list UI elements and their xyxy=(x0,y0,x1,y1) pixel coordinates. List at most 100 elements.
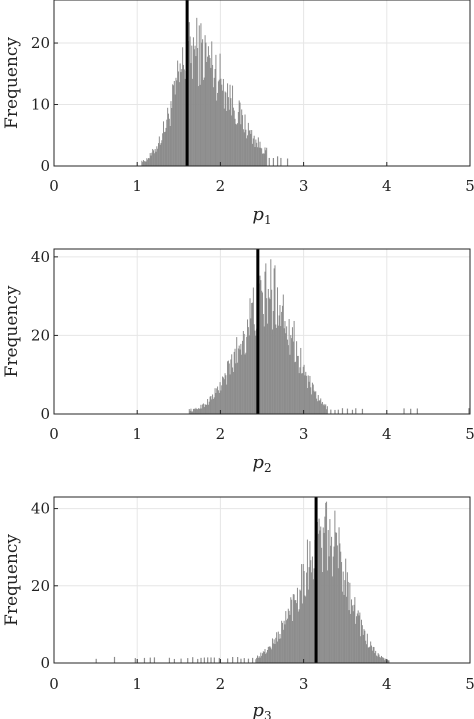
histogram-tail-bar xyxy=(149,657,151,663)
histogram-bar xyxy=(228,363,230,414)
histogram-bar xyxy=(153,153,155,166)
histogram-tail-bar xyxy=(113,656,116,663)
histogram-bar xyxy=(259,275,261,414)
histogram-bar xyxy=(242,331,244,414)
histogram-bar xyxy=(218,79,220,166)
histogram-bar xyxy=(243,333,245,414)
histogram-bar xyxy=(252,143,254,166)
histogram-bar xyxy=(219,382,221,414)
histogram-bar xyxy=(296,587,298,663)
histogram-bar xyxy=(271,289,273,414)
histogram-bar xyxy=(238,100,240,166)
histogram-bar xyxy=(194,409,196,414)
histogram-bar xyxy=(236,337,238,414)
histogram-bar xyxy=(199,84,201,166)
histogram-bar xyxy=(252,287,254,414)
histogram-bar xyxy=(294,362,296,414)
histogram-bar xyxy=(281,311,283,414)
histogram-bar xyxy=(276,287,278,414)
histogram-bar xyxy=(372,646,374,663)
histogram-bar xyxy=(360,636,362,663)
histogram-tail-bar xyxy=(330,409,332,414)
histogram-bar xyxy=(326,406,328,414)
histogram-bar xyxy=(156,146,158,166)
histogram-bar xyxy=(257,655,259,663)
histogram-bar xyxy=(287,608,289,663)
histogram-bar xyxy=(295,361,297,414)
histogram-bar xyxy=(366,644,367,663)
histogram-bar xyxy=(370,641,372,663)
histogram-bar xyxy=(380,655,382,663)
histogram-bar xyxy=(355,623,357,663)
histogram-bar xyxy=(321,547,323,663)
histogram-bar xyxy=(195,56,197,166)
histogram-tail-bar xyxy=(240,658,242,663)
histogram-bar xyxy=(241,109,243,166)
histogram-bar xyxy=(333,546,335,663)
histogram-bar xyxy=(280,638,282,663)
histogram-bar xyxy=(256,657,258,663)
histogram-bar xyxy=(254,330,256,414)
histogram-bar xyxy=(358,615,360,663)
histogram-bar xyxy=(181,69,183,166)
histogram-bar xyxy=(199,408,201,414)
histogram-bar xyxy=(309,375,311,414)
histogram-bar xyxy=(231,115,233,166)
histogram-bar xyxy=(351,605,353,663)
histogram-bar xyxy=(317,395,319,414)
histogram-bar xyxy=(311,394,313,414)
histogram-bar xyxy=(308,381,310,414)
histogram-bar xyxy=(222,377,224,414)
histogram-bar xyxy=(229,374,231,414)
histogram-bar xyxy=(212,394,214,414)
histogram-bar xyxy=(374,653,376,663)
histogram-bar xyxy=(345,558,347,663)
histogram-bar xyxy=(177,71,179,166)
histogram-bar xyxy=(257,657,259,663)
histogram-bar xyxy=(223,379,225,414)
histogram-bar xyxy=(314,392,316,414)
histogram-bar xyxy=(219,53,221,166)
histogram-bar xyxy=(227,83,229,166)
histogram-bar xyxy=(308,567,310,663)
histogram-bar xyxy=(249,130,251,166)
histogram-bar xyxy=(346,596,348,663)
histogram-bar xyxy=(305,371,307,414)
x-tick-label: 2 xyxy=(216,177,226,195)
histogram-bar xyxy=(210,396,212,414)
histogram-bar xyxy=(222,78,224,166)
histogram-bar xyxy=(382,657,384,663)
histogram-bar xyxy=(265,653,267,663)
histogram-bar xyxy=(291,327,293,414)
histogram-bar xyxy=(233,110,235,166)
histogram-bar xyxy=(301,373,303,414)
histogram-bar xyxy=(195,407,197,414)
histogram-bar xyxy=(377,653,379,663)
histogram-bar xyxy=(367,647,369,663)
histogram-bar xyxy=(262,292,263,414)
histogram-bar xyxy=(276,641,278,663)
histogram-bar xyxy=(259,657,261,663)
histogram-bar xyxy=(388,660,390,663)
histogram-bar xyxy=(270,647,272,663)
histogram-bar xyxy=(274,265,276,414)
histogram-bar xyxy=(299,367,301,414)
histogram-bar xyxy=(305,596,307,663)
x-axis-label: p2 xyxy=(252,452,271,475)
histogram-bar xyxy=(215,392,217,414)
histogram-bar xyxy=(261,290,263,414)
histogram-bar xyxy=(353,604,355,663)
histogram-bars xyxy=(95,501,390,663)
histogram-bar xyxy=(264,649,266,663)
histogram-bar xyxy=(211,41,213,166)
histogram-bar xyxy=(211,399,213,414)
histogram-bar xyxy=(232,367,234,414)
histogram-bar xyxy=(182,64,184,166)
x-tick-label: 1 xyxy=(132,425,142,443)
histogram-bar xyxy=(283,620,285,663)
histogram-bar xyxy=(296,355,298,414)
histogram-tail-bar xyxy=(351,409,354,414)
histogram-bar xyxy=(247,319,249,414)
histogram-bar xyxy=(207,404,209,414)
y-axis-label: Frequency xyxy=(2,285,22,377)
